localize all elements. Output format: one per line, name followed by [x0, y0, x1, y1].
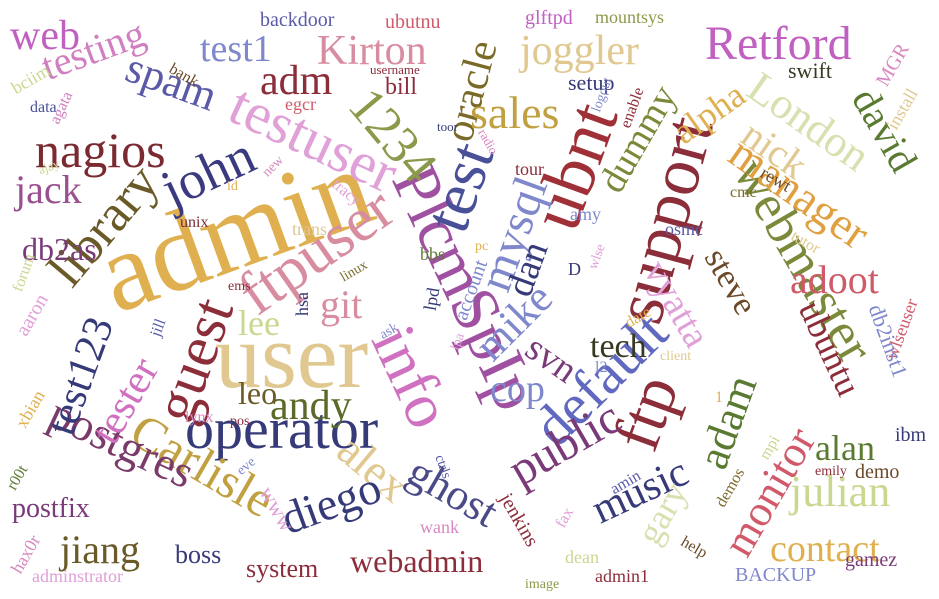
word-tech: tech: [590, 328, 647, 365]
word-sales: sales: [470, 87, 560, 138]
word-bill: bill: [385, 74, 418, 100]
word-alan: alan: [815, 428, 875, 468]
word-setup: setup: [568, 70, 615, 95]
word-hsa: hsa: [292, 292, 312, 316]
word-diego: diego: [274, 461, 388, 544]
word-lynx: lynx: [185, 409, 214, 426]
word-web: web: [10, 13, 80, 59]
word-admin1: admin1: [595, 566, 649, 586]
word-demo: demo: [855, 461, 900, 483]
word-cop: cop: [490, 368, 545, 410]
word-retford: Retford: [705, 17, 852, 70]
word-pc: pc: [475, 239, 489, 254]
word-wlse: wlse: [585, 242, 609, 272]
word-mountsys: mountsys: [595, 7, 665, 27]
word-leo: leo: [238, 375, 278, 411]
word-adoot: adoot: [790, 257, 879, 302]
word-bciim: bciim: [7, 60, 54, 98]
word-aaron: aaron: [11, 290, 53, 340]
word-image: image: [525, 577, 560, 592]
word-1: 1: [715, 389, 723, 406]
word-mgr: MGR: [871, 39, 914, 91]
word-glftpd: glftpd: [525, 7, 573, 29]
word-l2: l2: [595, 359, 608, 376]
word-data: data: [30, 99, 57, 116]
word-operator: operator: [185, 396, 379, 461]
word-osmc: osmc: [665, 219, 703, 239]
word-help: help: [677, 533, 711, 562]
word-wank: wank: [420, 517, 459, 537]
word-backup: BACKUP: [735, 564, 817, 586]
word-test1: test1: [200, 28, 272, 70]
word-d: D: [568, 259, 581, 279]
word-pos: pos: [230, 414, 250, 429]
word-contact: contact: [770, 528, 880, 570]
word-adam: adam: [687, 368, 767, 475]
word-user: user: [215, 305, 369, 407]
word-emily: emily: [815, 464, 847, 479]
word-lee: lee: [238, 303, 280, 343]
word-trans: trans: [292, 219, 327, 239]
word-git: git: [320, 282, 363, 327]
word-ibm: ibm: [895, 424, 927, 446]
word-tour: tour: [515, 159, 544, 179]
word-unix: unix: [180, 214, 209, 231]
word-cmc: cmc: [730, 184, 757, 201]
word-boss: boss: [175, 540, 222, 569]
word-r00t: r00t: [3, 462, 32, 494]
word-lpd: lpd: [419, 285, 444, 313]
word-webadmin: webadmin: [350, 543, 484, 579]
word-julian: julian: [790, 467, 891, 516]
word-postfix: postfix: [12, 493, 90, 524]
word-ems: ems: [228, 279, 251, 294]
word-adminstrator: adminstrator: [32, 566, 123, 586]
word-bbs: bbs: [420, 244, 446, 264]
word-backdoor: backdoor: [260, 9, 335, 31]
word-kirton: Kirton: [317, 28, 427, 74]
word-dean: dean: [565, 547, 599, 567]
word-gamez: gamez: [845, 549, 898, 571]
word-swift: swift: [788, 58, 832, 83]
word-client: client: [660, 349, 692, 364]
word-adm: adm: [260, 58, 333, 104]
word-forum: forum: [9, 251, 39, 295]
word-andy: andy: [270, 383, 352, 429]
word-db2as: db2as: [22, 231, 97, 267]
word-fax: fax: [552, 504, 578, 531]
word-nagios: nagios: [35, 122, 166, 178]
word-jenkins: jenkins: [494, 489, 543, 551]
word-ubutnu: ubutnu: [385, 11, 441, 33]
word-amy: amy: [570, 204, 601, 224]
word-jack: jack: [15, 167, 82, 212]
word-toor: toor: [437, 119, 458, 134]
word-username: username: [370, 62, 420, 77]
word-egcr: egcr: [285, 94, 316, 114]
word-joggler: joggler: [520, 28, 639, 74]
word-system: system: [246, 554, 319, 583]
word-jiang: jiang: [60, 527, 140, 572]
word-id: id: [227, 179, 238, 194]
word-steve: steve: [696, 242, 764, 322]
